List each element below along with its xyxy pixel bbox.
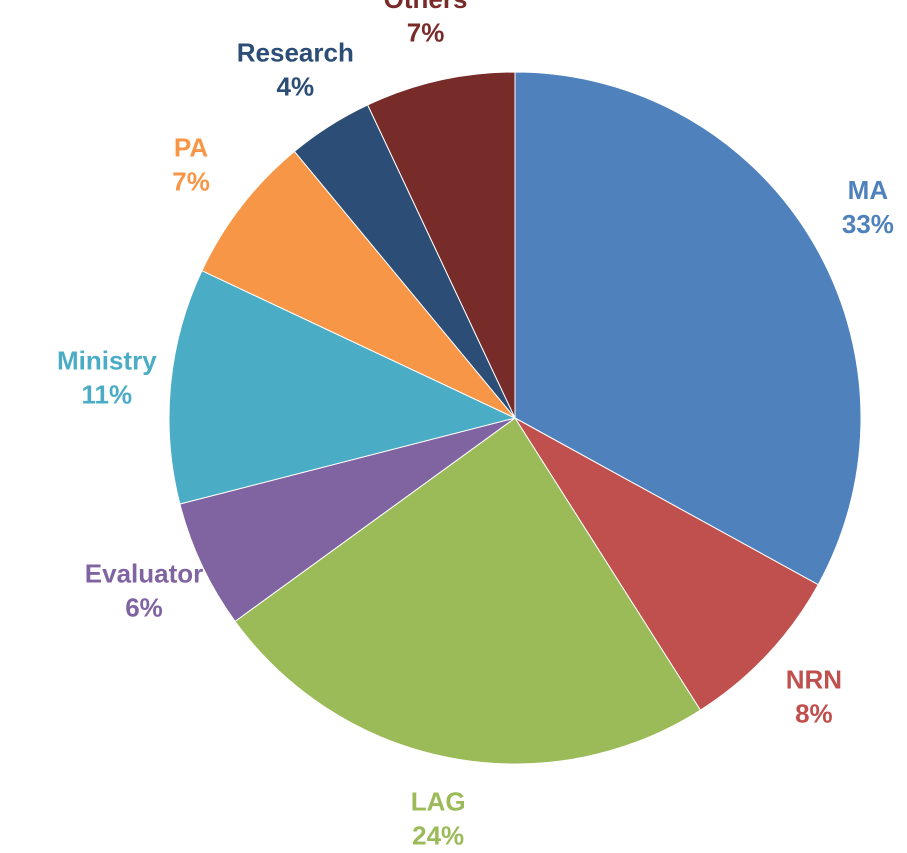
slice-category-label: LAG xyxy=(411,787,466,817)
slice-category-label: Ministry xyxy=(57,345,157,375)
slice-category-label: NRN xyxy=(786,665,842,695)
slice-category-label: Evaluator xyxy=(85,558,204,588)
pie-slice xyxy=(514,417,819,711)
slice-value-label: 6% xyxy=(125,592,163,622)
slice-category-label: Others xyxy=(384,0,468,14)
slice-category-label: PA xyxy=(174,133,208,163)
slice-value-label: 11% xyxy=(82,379,133,409)
slice-value-label: 7% xyxy=(407,18,445,48)
pie-slice xyxy=(514,71,862,586)
slice-value-label: 8% xyxy=(795,699,833,729)
pie-slice xyxy=(168,270,517,505)
pie-slice xyxy=(179,417,516,623)
slice-category-label: MA xyxy=(848,175,889,205)
pie-slice xyxy=(234,417,702,765)
pie-slice xyxy=(367,71,516,419)
slice-category-label: Research xyxy=(237,38,354,68)
slice-value-label: 24% xyxy=(412,821,464,851)
slice-value-label: 7% xyxy=(172,167,210,197)
slice-value-label: 4% xyxy=(277,72,315,102)
slice-value-label: 33% xyxy=(842,209,894,239)
pie-slice xyxy=(201,150,516,419)
